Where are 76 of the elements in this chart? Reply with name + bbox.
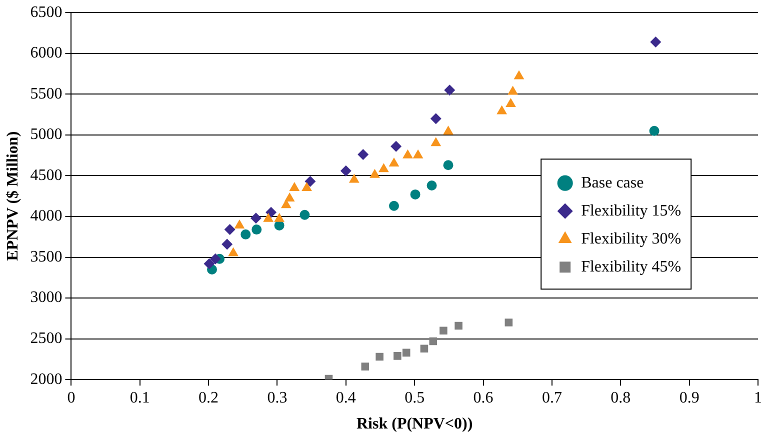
- point: [444, 84, 456, 96]
- x-tick-label: 0.4: [336, 389, 356, 406]
- point: [420, 344, 428, 352]
- point: [430, 137, 442, 146]
- point: [504, 318, 513, 326]
- point: [304, 176, 316, 187]
- point: [274, 212, 284, 222]
- x-tick-label: 0.3: [267, 389, 288, 406]
- point: [390, 140, 402, 152]
- legend-label: Flexibility 15%: [581, 202, 682, 220]
- x-tick-label: 0: [67, 389, 76, 406]
- point: [252, 224, 262, 235]
- point: [443, 160, 454, 170]
- point: [514, 70, 524, 80]
- point: [506, 98, 516, 107]
- point: [250, 212, 262, 224]
- point: [394, 352, 402, 360]
- point: [263, 212, 274, 222]
- y-tick-label: 6500: [30, 4, 62, 21]
- x-tick-label: 0.9: [679, 389, 700, 406]
- point: [388, 157, 400, 166]
- y-tick-label: 6000: [30, 44, 62, 62]
- legend-label: Flexibility 30%: [581, 230, 682, 248]
- point: [266, 206, 277, 218]
- point: [340, 165, 352, 176]
- point: [204, 258, 215, 270]
- point: [402, 348, 410, 357]
- y-tick-label: 4500: [30, 166, 62, 184]
- y-tick-label: 2500: [30, 330, 62, 348]
- point: [302, 182, 312, 191]
- point: [410, 189, 420, 200]
- point: [650, 36, 662, 48]
- y-axis-title: EPNPV ($ Million): [4, 131, 22, 261]
- y-tick-label: 3500: [30, 248, 62, 266]
- point: [224, 224, 236, 236]
- point: [376, 352, 384, 361]
- y-tick-label: 4000: [30, 208, 62, 225]
- point: [284, 192, 295, 202]
- legend-label: Flexibility 45%: [581, 258, 682, 276]
- x-axis-title: Risk (P(NPV<0)): [356, 416, 473, 433]
- point: [222, 238, 233, 250]
- x-tick-label: 0.7: [542, 389, 562, 406]
- point: [443, 126, 454, 135]
- point: [358, 149, 369, 160]
- point: [508, 86, 518, 95]
- point: [370, 168, 380, 178]
- point: [454, 322, 462, 330]
- point: [210, 253, 221, 264]
- point: [348, 174, 360, 183]
- legend-label: Base case: [581, 174, 644, 192]
- y-tick-label: 3000: [30, 289, 62, 306]
- y-tick-label: 2000: [30, 370, 62, 388]
- point: [412, 149, 424, 158]
- point: [289, 182, 300, 191]
- point: [649, 126, 660, 136]
- y-tick-label: 5500: [30, 85, 62, 102]
- point: [426, 180, 437, 190]
- point: [402, 149, 413, 158]
- point: [430, 113, 442, 124]
- point: [228, 247, 238, 256]
- x-tick-label: 0.1: [130, 389, 150, 406]
- point: [429, 337, 438, 346]
- y-tick-label: 5000: [30, 126, 62, 144]
- point: [361, 362, 370, 370]
- point: [234, 219, 245, 228]
- x-tick-label: 0.5: [404, 389, 425, 406]
- x-tick-label: 0.6: [473, 389, 494, 406]
- x-tick-label: 0.8: [610, 389, 631, 406]
- point: [496, 105, 508, 114]
- x-tick-label: 0.2: [198, 389, 219, 406]
- point: [378, 163, 389, 172]
- point: [300, 210, 310, 220]
- point: [240, 229, 251, 240]
- point: [388, 200, 399, 211]
- x-tick-label: 1: [754, 389, 762, 406]
- point: [440, 326, 448, 335]
